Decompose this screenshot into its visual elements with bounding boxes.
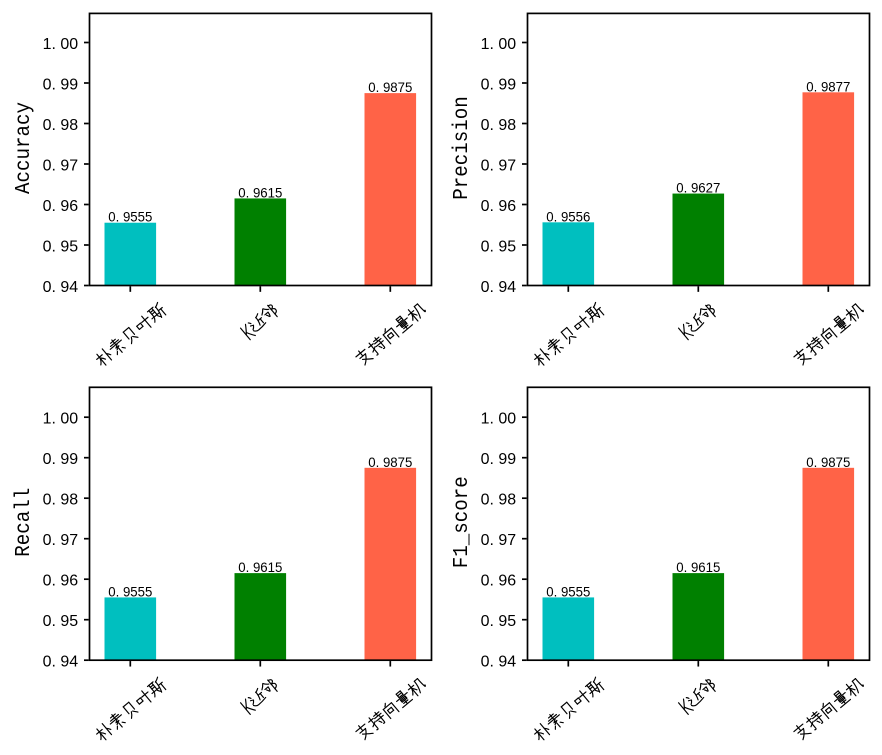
svg-text:0. 95: 0. 95: [481, 613, 517, 630]
svg-text:0. 97: 0. 97: [481, 532, 517, 549]
svg-text:0. 99: 0. 99: [481, 451, 517, 468]
svg-text:0. 94: 0. 94: [481, 279, 517, 296]
svg-text:0. 97: 0. 97: [481, 157, 517, 174]
svg-text:0. 94: 0. 94: [43, 654, 79, 671]
svg-text:0. 9615: 0. 9615: [676, 560, 720, 576]
svg-text:0. 97: 0. 97: [43, 532, 79, 549]
svg-text:0. 9556: 0. 9556: [546, 209, 590, 225]
svg-text:0. 94: 0. 94: [481, 654, 517, 671]
svg-text:1. 00: 1. 00: [481, 411, 517, 428]
svg-text:Accuracy: Accuracy: [12, 102, 36, 194]
svg-text:0. 9627: 0. 9627: [676, 181, 720, 197]
svg-text:1. 00: 1. 00: [43, 411, 79, 428]
svg-text:0. 9875: 0. 9875: [368, 80, 412, 96]
svg-text:0. 98: 0. 98: [481, 117, 517, 134]
svg-text:Precision: Precision: [450, 96, 474, 200]
svg-text:0. 95: 0. 95: [43, 613, 79, 630]
svg-text:0. 96: 0. 96: [43, 573, 79, 590]
svg-text:0. 99: 0. 99: [43, 76, 79, 93]
svg-text:0. 95: 0. 95: [481, 238, 517, 255]
svg-text:0. 9877: 0. 9877: [806, 79, 850, 95]
svg-text:1. 00: 1. 00: [43, 36, 79, 53]
svg-text:0. 95: 0. 95: [43, 238, 79, 255]
svg-text:0. 96: 0. 96: [481, 573, 517, 590]
svg-text:0. 9875: 0. 9875: [806, 455, 850, 471]
svg-text:0. 9555: 0. 9555: [108, 584, 152, 600]
svg-text:0. 99: 0. 99: [481, 76, 517, 93]
svg-text:0. 98: 0. 98: [43, 117, 79, 134]
svg-text:Recall: Recall: [12, 488, 36, 557]
svg-text:0. 97: 0. 97: [43, 157, 79, 174]
svg-text:0. 96: 0. 96: [43, 198, 79, 215]
svg-text:0. 98: 0. 98: [43, 492, 79, 509]
svg-text:0. 9555: 0. 9555: [108, 210, 152, 226]
svg-text:F1_score: F1_score: [450, 476, 474, 568]
svg-text:0. 98: 0. 98: [481, 492, 517, 509]
svg-text:0. 9615: 0. 9615: [238, 185, 282, 201]
svg-text:0. 94: 0. 94: [43, 279, 79, 296]
svg-text:0. 99: 0. 99: [43, 451, 79, 468]
svg-text:0. 9555: 0. 9555: [546, 584, 590, 600]
svg-text:1. 00: 1. 00: [481, 36, 517, 53]
svg-text:0. 9615: 0. 9615: [238, 560, 282, 576]
svg-text:0. 9875: 0. 9875: [368, 455, 412, 471]
svg-text:0. 96: 0. 96: [481, 198, 517, 215]
